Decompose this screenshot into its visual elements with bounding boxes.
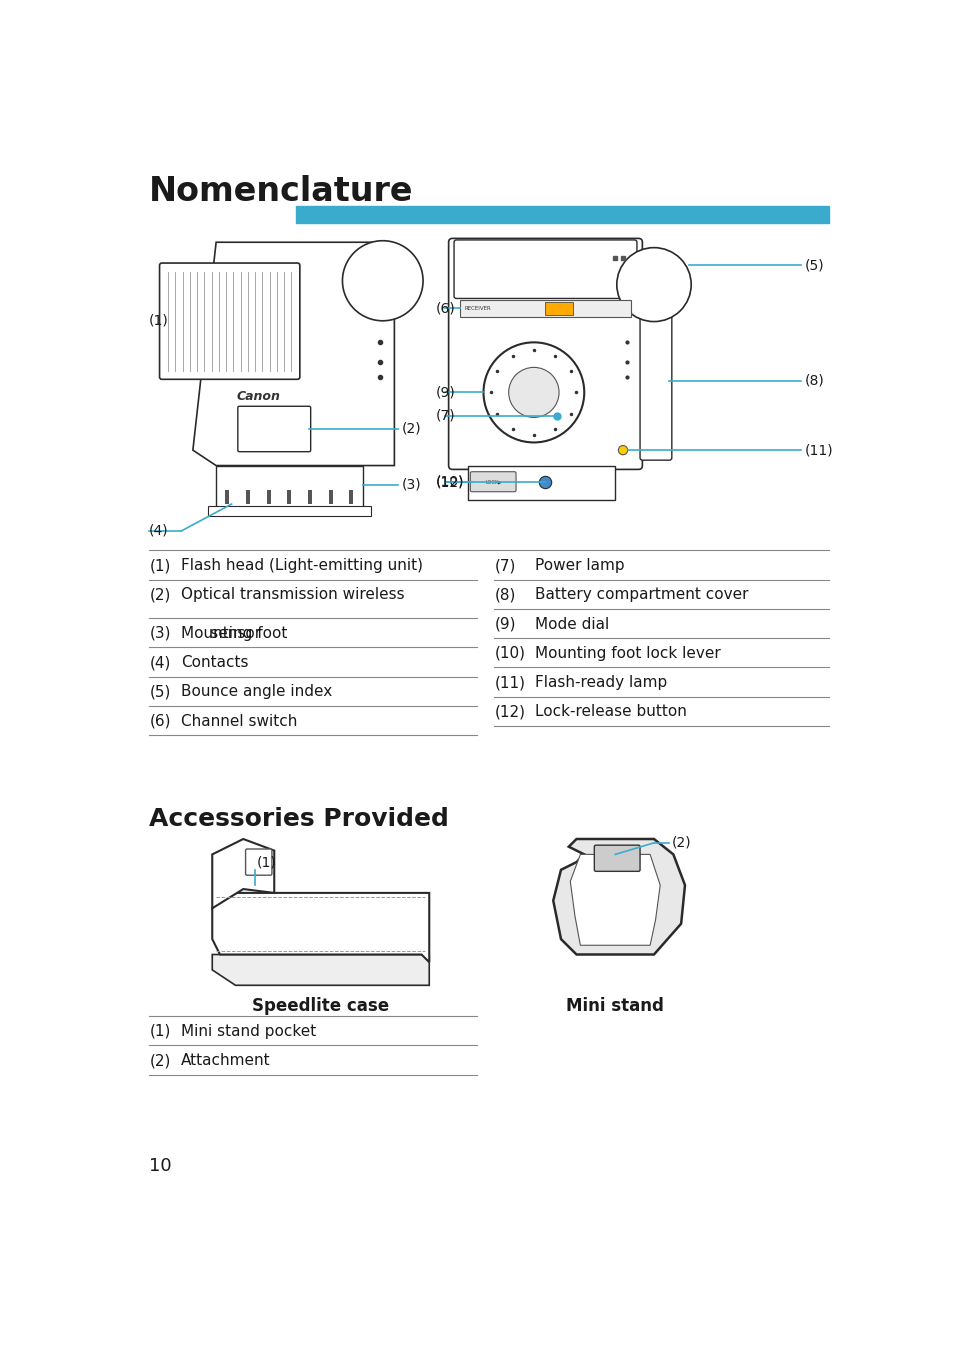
Polygon shape <box>212 955 429 986</box>
Bar <box>295 206 828 223</box>
FancyBboxPatch shape <box>245 849 272 876</box>
Polygon shape <box>212 893 429 962</box>
Text: Flash-ready lamp: Flash-ready lamp <box>534 675 666 690</box>
Circle shape <box>508 367 558 417</box>
Text: (1): (1) <box>149 313 169 328</box>
Text: Power lamp: Power lamp <box>534 558 623 573</box>
Text: (11): (11) <box>494 675 525 690</box>
FancyBboxPatch shape <box>594 845 639 872</box>
Text: Canon: Canon <box>236 390 280 402</box>
Text: (6): (6) <box>435 301 455 316</box>
Text: (1): (1) <box>150 1024 172 1038</box>
FancyBboxPatch shape <box>448 238 641 469</box>
FancyBboxPatch shape <box>454 239 637 299</box>
Text: (1): (1) <box>150 558 172 573</box>
FancyBboxPatch shape <box>159 264 299 379</box>
Text: Channel switch: Channel switch <box>181 714 297 729</box>
Text: Speedlite case: Speedlite case <box>252 997 389 1015</box>
Text: (12): (12) <box>435 476 463 490</box>
Bar <box>287 490 291 504</box>
Bar <box>246 490 250 504</box>
Text: (4): (4) <box>149 525 168 538</box>
Circle shape <box>342 241 422 321</box>
Text: (7): (7) <box>435 409 455 422</box>
Text: Bounce angle index: Bounce angle index <box>181 685 333 699</box>
Text: LOCK▶: LOCK▶ <box>485 479 501 484</box>
Text: Accessories Provided: Accessories Provided <box>149 807 448 831</box>
Text: (11): (11) <box>803 443 832 457</box>
Text: (9): (9) <box>494 616 516 632</box>
Bar <box>225 490 229 504</box>
Text: (2): (2) <box>150 588 172 603</box>
Circle shape <box>617 247 691 321</box>
Text: (10): (10) <box>435 475 463 488</box>
Circle shape <box>483 343 583 443</box>
Text: (3): (3) <box>150 625 172 642</box>
Polygon shape <box>212 839 274 908</box>
Text: (10): (10) <box>494 646 525 660</box>
Text: (2): (2) <box>150 1053 172 1068</box>
Bar <box>208 506 371 515</box>
Bar <box>468 465 615 500</box>
Text: Mini stand pocket: Mini stand pocket <box>181 1024 316 1038</box>
Bar <box>308 490 312 504</box>
Text: (5): (5) <box>150 685 172 699</box>
Text: (2): (2) <box>671 835 691 850</box>
Text: (9): (9) <box>435 386 455 399</box>
Text: Mounting foot lock lever: Mounting foot lock lever <box>534 646 720 660</box>
Text: (2): (2) <box>401 421 420 436</box>
Text: (5): (5) <box>803 258 823 272</box>
Text: (12): (12) <box>494 705 525 720</box>
Text: (3): (3) <box>401 477 420 492</box>
Text: Flash head (Light-emitting unit): Flash head (Light-emitting unit) <box>181 558 423 573</box>
Text: Lock-release button: Lock-release button <box>534 705 686 720</box>
Text: Attachment: Attachment <box>181 1053 271 1068</box>
Bar <box>459 300 630 317</box>
Text: (4): (4) <box>150 655 172 670</box>
Polygon shape <box>570 854 659 946</box>
Text: (1): (1) <box>257 855 276 869</box>
Polygon shape <box>193 242 394 465</box>
Text: Nomenclature: Nomenclature <box>149 175 413 207</box>
Text: Mounting foot: Mounting foot <box>181 625 287 642</box>
Circle shape <box>538 476 551 488</box>
Polygon shape <box>553 839 684 955</box>
Bar <box>329 490 333 504</box>
Text: Contacts: Contacts <box>181 655 249 670</box>
Text: (7): (7) <box>494 558 516 573</box>
Bar <box>216 465 363 508</box>
Text: RECEIVER: RECEIVER <box>464 305 491 311</box>
Bar <box>545 301 572 315</box>
Text: 10: 10 <box>149 1157 172 1176</box>
Text: Mini stand: Mini stand <box>566 997 663 1015</box>
Text: Mode dial: Mode dial <box>534 616 608 632</box>
Text: Optical transmission wireless: Optical transmission wireless <box>181 588 404 603</box>
FancyBboxPatch shape <box>639 301 671 460</box>
Text: sensor: sensor <box>181 625 261 642</box>
Circle shape <box>618 445 627 455</box>
Text: (8): (8) <box>494 588 516 603</box>
Text: (8): (8) <box>803 374 823 387</box>
Text: (6): (6) <box>150 714 172 729</box>
Bar <box>267 490 271 504</box>
Bar <box>349 490 353 504</box>
FancyBboxPatch shape <box>237 406 311 452</box>
FancyBboxPatch shape <box>470 472 516 492</box>
Text: Battery compartment cover: Battery compartment cover <box>534 588 747 603</box>
